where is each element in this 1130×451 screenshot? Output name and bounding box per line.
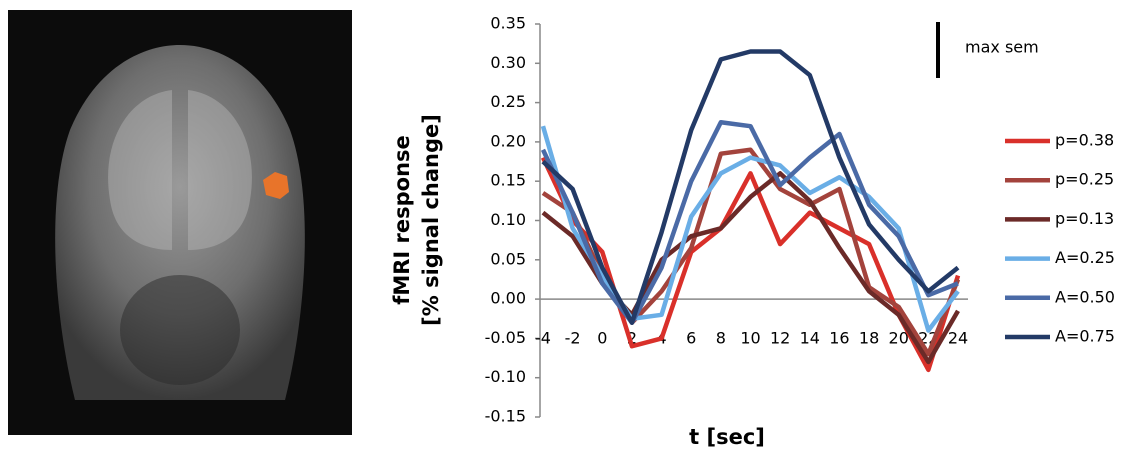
x-tick-label: -2 <box>565 329 581 348</box>
x-tick-label: 14 <box>800 329 820 348</box>
x-tick-label: 12 <box>770 329 790 348</box>
y-tick-label: 0.25 <box>490 92 526 111</box>
legend-label: A=0.25 <box>1055 248 1115 267</box>
y-tick-label: 0.00 <box>490 289 526 308</box>
x-tick-label: 24 <box>948 329 968 348</box>
y-axis-label: fMRI response <box>390 135 414 305</box>
x-tick-label: 16 <box>829 329 849 348</box>
series-line <box>540 125 960 333</box>
brain-image <box>8 10 352 435</box>
x-tick-label: 2 <box>627 329 637 348</box>
y-tick-label: 0.30 <box>490 53 526 72</box>
y-tick-label: 0.20 <box>490 131 526 150</box>
x-tick-label: 0 <box>597 329 607 348</box>
annotation: max sem <box>965 38 1039 57</box>
legend-label: p=0.38 <box>1055 131 1114 150</box>
series-line <box>541 49 960 325</box>
y-axis-label: [% signal change] <box>419 114 443 326</box>
x-tick-label: 8 <box>716 329 726 348</box>
y-tick-label: 0.05 <box>490 249 526 268</box>
y-tick-label: -0.15 <box>485 407 526 426</box>
x-tick-label: 6 <box>686 329 696 348</box>
x-tick-label: 10 <box>740 329 760 348</box>
series-line <box>540 120 959 325</box>
legend-label: A=0.50 <box>1055 287 1115 306</box>
x-tick-label: 18 <box>859 329 879 348</box>
y-tick-label: 0.10 <box>490 210 526 229</box>
legend-label: A=0.75 <box>1055 327 1115 346</box>
x-tick-label: 20 <box>889 329 909 348</box>
x-tick-label: -4 <box>535 329 551 348</box>
series-line <box>541 147 961 357</box>
y-tick-label: 0.15 <box>490 171 526 190</box>
y-tick-label: 0.35 <box>490 14 526 33</box>
y-tick-label: -0.10 <box>485 367 526 386</box>
legend-label: p=0.25 <box>1055 170 1114 189</box>
legend-label: p=0.13 <box>1055 209 1114 228</box>
x-axis-label: t [sec] <box>689 425 765 449</box>
y-tick-label: -0.05 <box>485 328 526 347</box>
